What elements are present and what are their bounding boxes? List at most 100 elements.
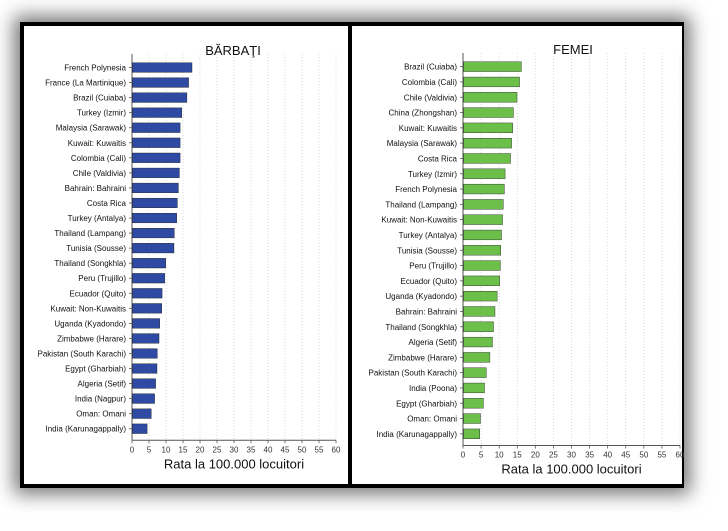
bar — [463, 352, 491, 363]
bar — [463, 183, 505, 195]
bar — [463, 122, 513, 133]
category-label: Uganda (Kyadondo) — [385, 292, 457, 301]
category-label: India (Karunagappally) — [377, 430, 458, 439]
bar — [132, 408, 152, 419]
chart-title: BĂRBAŢI — [205, 43, 261, 58]
x-tick-label: 5 — [147, 445, 152, 454]
x-tick-label: 0 — [461, 451, 466, 460]
category-label: Uganda (Kyadondo) — [54, 319, 126, 328]
bar — [463, 275, 500, 286]
bar — [463, 382, 485, 394]
category-label: Pakistan (South Karachi) — [38, 349, 127, 358]
bar — [463, 291, 498, 302]
category-label: Bahrain: Bahraini — [396, 307, 458, 316]
bar — [463, 214, 503, 225]
bar — [463, 168, 506, 179]
category-label: Peru (Trujillo) — [78, 274, 126, 283]
x-tick-label: 45 — [281, 445, 290, 454]
x-tick-label: 5 — [479, 451, 484, 460]
x-tick-label: 10 — [495, 451, 504, 460]
category-label: Turkey (Antalya) — [399, 231, 458, 240]
figure-panel: French Polynesia France (La Martinique) Br… — [20, 22, 684, 488]
chart-2: Brazil (Cuiaba) Colombia (Cali) Chile (Val… — [352, 26, 684, 484]
bar — [132, 258, 167, 269]
bar — [463, 92, 518, 103]
x-axis-label: Rata la 100.000 locuitori — [164, 456, 304, 471]
bar — [463, 199, 504, 210]
bar — [132, 92, 188, 103]
x-tick-label: 30 — [230, 445, 239, 454]
x-tick-label: 15 — [179, 445, 188, 454]
category-label: Egypt (Gharbiah) — [65, 365, 126, 374]
category-label: Peru (Trujillo) — [409, 262, 457, 271]
category-label: Turkey (Izmir) — [408, 170, 457, 179]
category-label: China (Zhongshan) — [389, 109, 458, 118]
category-label: Kuwait: Kuwaitis — [399, 124, 457, 133]
bar — [132, 363, 158, 374]
bar — [463, 260, 501, 271]
x-tick-label: 25 — [549, 451, 558, 460]
bar — [463, 107, 514, 118]
category-label: Thailand (Lampang) — [54, 229, 126, 238]
bar — [132, 137, 181, 148]
category-label: Oman: Omani — [407, 415, 457, 424]
category-label: Brazil (Cuiaba) — [73, 94, 126, 103]
bar — [132, 122, 181, 133]
category-label: Tunisia (Sousse) — [397, 246, 457, 255]
bar — [463, 245, 501, 256]
x-tick-label: 55 — [657, 451, 666, 460]
bar — [463, 61, 522, 72]
category-label: French Polynesia — [395, 185, 457, 194]
x-tick-label: 10 — [162, 445, 171, 454]
charts-svg: French Polynesia France (La Martinique) Br… — [24, 26, 684, 484]
x-tick-label: 25 — [213, 445, 222, 454]
x-axis-label: Rata la 100.000 locuitori — [501, 462, 641, 477]
bar — [463, 428, 480, 439]
bar — [463, 76, 520, 88]
bar — [132, 423, 148, 434]
category-label: India (Karunagappally) — [46, 425, 127, 434]
x-tick-label: 35 — [247, 445, 256, 454]
bar — [132, 243, 175, 254]
category-label: India (Nagpur) — [75, 395, 126, 404]
x-tick-label: 45 — [621, 451, 630, 460]
category-label: Thailand (Songkhla) — [54, 259, 126, 268]
x-tick-label: 0 — [130, 445, 135, 454]
category-label: Chile (Valdivia) — [73, 169, 127, 178]
bar — [132, 228, 175, 239]
category-label: Ecuador (Quito) — [70, 289, 127, 298]
category-label: Egypt (Gharbiah) — [396, 399, 457, 408]
category-label: Oman: Omani — [76, 410, 126, 419]
category-label: Kuwait: Non-Kuwaitis — [50, 304, 126, 313]
category-label: Turkey (Izmir) — [77, 109, 126, 118]
bar — [463, 153, 511, 164]
category-label: Kuwait: Non-Kuwaitis — [381, 216, 457, 225]
bar — [132, 107, 182, 118]
bar — [463, 229, 502, 241]
category-label: Zimbabwe (Harare) — [388, 353, 457, 362]
category-label: Chile (Valdivia) — [404, 93, 458, 102]
x-tick-label: 40 — [264, 445, 273, 454]
bar — [132, 167, 180, 178]
x-tick-label: 30 — [567, 451, 576, 460]
category-label: Tunisia (Sousse) — [66, 244, 126, 253]
bar — [132, 182, 179, 193]
x-tick-label: 20 — [531, 451, 540, 460]
bar — [132, 333, 160, 344]
bar — [132, 77, 189, 88]
category-label: Colombia (Cali) — [71, 154, 126, 163]
category-label: India (Poona) — [409, 384, 457, 393]
bar — [132, 197, 178, 208]
chart-1: French Polynesia France (La Martinique) Br… — [24, 26, 348, 484]
bar — [463, 138, 512, 149]
category-label: Pakistan (South Karachi) — [369, 369, 458, 378]
bar — [463, 321, 494, 332]
x-tick-label: 50 — [639, 451, 648, 460]
category-label: France (La Martinique) — [45, 79, 126, 88]
category-label: Malaysia (Sarawak) — [387, 139, 458, 148]
x-tick-label: 40 — [603, 451, 612, 460]
x-tick-label: 15 — [513, 451, 522, 460]
x-tick-label: 35 — [585, 451, 594, 460]
bar — [132, 62, 193, 73]
bar — [463, 413, 481, 424]
